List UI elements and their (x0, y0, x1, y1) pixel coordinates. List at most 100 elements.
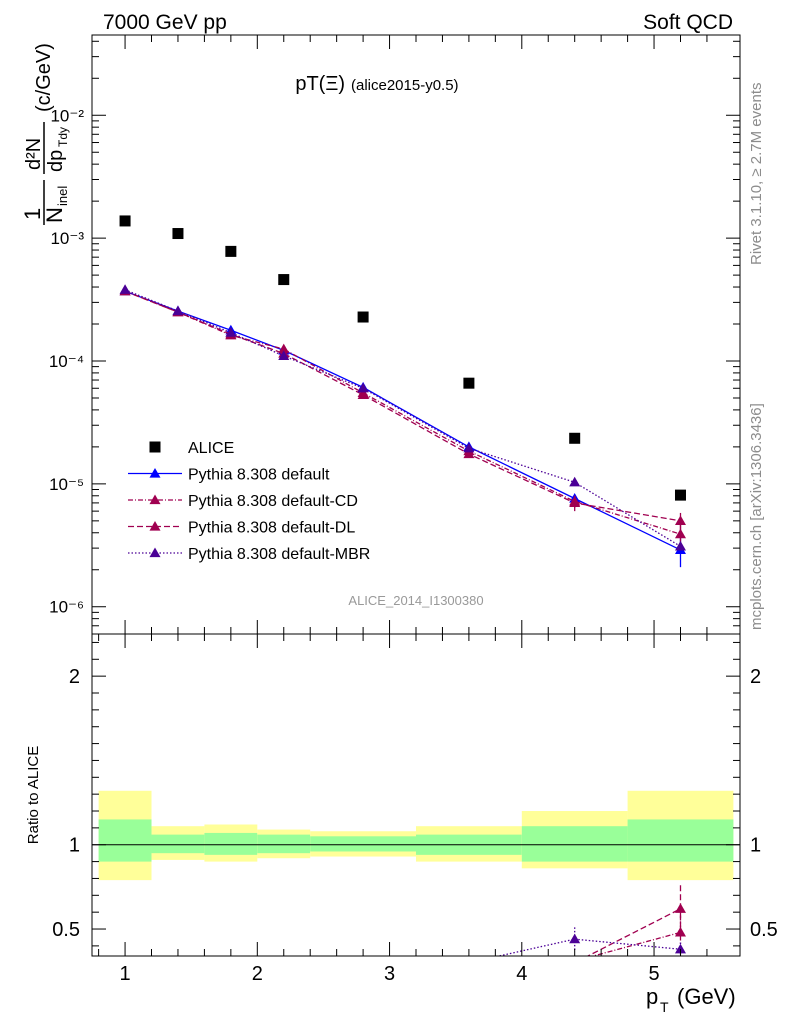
ratio-y-tick-label-left: 0.5 (52, 919, 80, 941)
series-point (225, 327, 237, 337)
alice-point (172, 228, 184, 240)
y-axis-label-dpt: dp (45, 150, 67, 172)
series-point (463, 442, 475, 453)
header-left: 7000 GeV pp (103, 11, 227, 34)
series-point (569, 497, 581, 508)
alice-point (278, 274, 290, 286)
main-panel: 10⁻⁶ 10⁻⁵ 10⁻⁴ 10⁻³ 10⁻² pT(Ξ) (alice2015-y0… (20, 34, 741, 635)
series-line (124, 290, 681, 522)
alice-point (357, 311, 369, 323)
series-point (674, 528, 686, 539)
ratio-point (674, 903, 686, 913)
band-inner (257, 834, 311, 854)
series-point (357, 389, 369, 400)
band-inner (310, 836, 416, 852)
legend-item-pythia-8-308-default-mbr: Pythia 8.308 default-MBR (128, 546, 370, 563)
y-axis-label-inel: inel (55, 186, 70, 206)
header-right: Soft QCD (643, 11, 733, 34)
series-point (569, 476, 581, 487)
series-point (172, 305, 184, 316)
ratio-point (463, 957, 474, 967)
x-axis-label-t: T (660, 999, 669, 1015)
legend-label: Pythia 8.308 default-DL (188, 520, 355, 537)
ratio-point (569, 957, 580, 967)
ratio-series-pythia-8-308-default-mbr (463, 927, 686, 967)
legend-item-pythia-8-308-default-cd: Pythia 8.308 default-CD (128, 493, 358, 510)
main-ticks: 10⁻⁶ 10⁻⁵ 10⁻⁴ 10⁻³ 10⁻² (49, 35, 740, 635)
ratio-series-layer (463, 885, 686, 972)
alice-point (119, 215, 131, 227)
x-tick-label: 4 (516, 963, 527, 985)
x-axis-label-p: p (646, 984, 658, 1009)
series-pythia-8-308-default-mbr (119, 284, 686, 551)
x-tick-label: 2 (252, 963, 263, 985)
mcplots-label: mcplots.cern.ch [arXiv:1306.3436] (748, 403, 765, 630)
ratio-y-tick-label-right: 1 (750, 835, 761, 857)
legend-item-alice: ALICE (149, 440, 234, 457)
ratio-point (574, 955, 575, 956)
legend-marker (149, 547, 161, 558)
y-axis-label-ninel: N (42, 207, 67, 223)
ratio-point (569, 933, 581, 944)
y-axis-label-d2n: d²N (23, 138, 45, 170)
ratio-panel: 0.5 0.5 1 1 2 2 1 2 3 4 5 Ratio to ALICE p T (GeV) (25, 633, 778, 1015)
legend-marker (149, 468, 161, 478)
legend-label: Pythia 8.308 default (188, 467, 330, 484)
alice-point (674, 489, 686, 501)
plot-title-main: pT(Ξ) (295, 73, 345, 95)
legend-marker (149, 441, 161, 453)
band-inner (521, 826, 628, 862)
band-inner (98, 819, 152, 862)
series-alice (119, 215, 686, 501)
series-line (124, 290, 681, 551)
x-tick-label: 1 (119, 963, 130, 985)
series-point (119, 284, 131, 294)
ratio-frame (91, 633, 741, 957)
legend-label: ALICE (188, 440, 234, 457)
legend-item-pythia-8-308-default-dl: Pythia 8.308 default-DL (128, 520, 355, 537)
series-point (357, 382, 369, 393)
series-point (463, 448, 475, 459)
legend-label: Pythia 8.308 default-MBR (188, 546, 370, 563)
x-axis-label: p T (GeV) (646, 984, 736, 1015)
ratio-line (496, 938, 681, 956)
ratio-ticks: 0.5 0.5 1 1 2 2 1 2 3 4 5 (52, 634, 778, 985)
series-point (674, 540, 686, 551)
y-axis-label: 1 N inel d²N dp Tdy (c/GeV) (20, 43, 70, 225)
x-tick-label: 5 (648, 963, 659, 985)
plot-title-sub: (alice2015-y0.5) (351, 77, 459, 94)
main-series-layer (119, 215, 686, 568)
ratio-line (586, 908, 681, 956)
band-inner (151, 834, 205, 854)
ratio-y-tick-label-right: 0.5 (750, 919, 778, 941)
band-inner (204, 832, 258, 855)
alice-point (463, 377, 475, 389)
ratio-point (463, 962, 474, 972)
legend-label: Pythia 8.308 default-CD (188, 493, 358, 510)
y-tick-label: 10⁻² (50, 106, 84, 125)
legend-item-pythia-8-308-default: Pythia 8.308 default (128, 467, 330, 484)
y-tick-label: 10⁻⁵ (49, 475, 84, 494)
band-inner (627, 819, 734, 862)
y-axis-label-one: 1 (20, 208, 45, 220)
ratio-axis-label: Ratio to ALICE (25, 746, 42, 844)
analysis-tag: ALICE_2014_I1300380 (348, 593, 483, 608)
x-tick-label: 3 (384, 963, 395, 985)
ratio-bands (92, 790, 740, 881)
x-axis-label-unit: (GeV) (677, 984, 736, 1009)
legend-marker (149, 521, 161, 531)
series-point (278, 350, 290, 361)
rivet-label: Rivet 3.1.10, ≥ 2.7M events (748, 83, 765, 266)
ratio-point (463, 961, 474, 971)
y-tick-label: 10⁻⁴ (49, 352, 84, 371)
y-axis-label-units: (c/GeV) (33, 43, 55, 112)
ratio-y-tick-label-left: 2 (69, 666, 80, 688)
alice-point (569, 432, 581, 444)
ratio-series-pythia-8-308-default-dl (463, 885, 686, 972)
alice-point (225, 245, 237, 257)
legend: ALICE Pythia 8.308 default Pythia 8.308 de… (128, 440, 370, 563)
series-line (124, 290, 681, 535)
y-tick-label: 10⁻³ (50, 229, 84, 248)
ratio-y-tick-label-left: 1 (69, 835, 80, 857)
